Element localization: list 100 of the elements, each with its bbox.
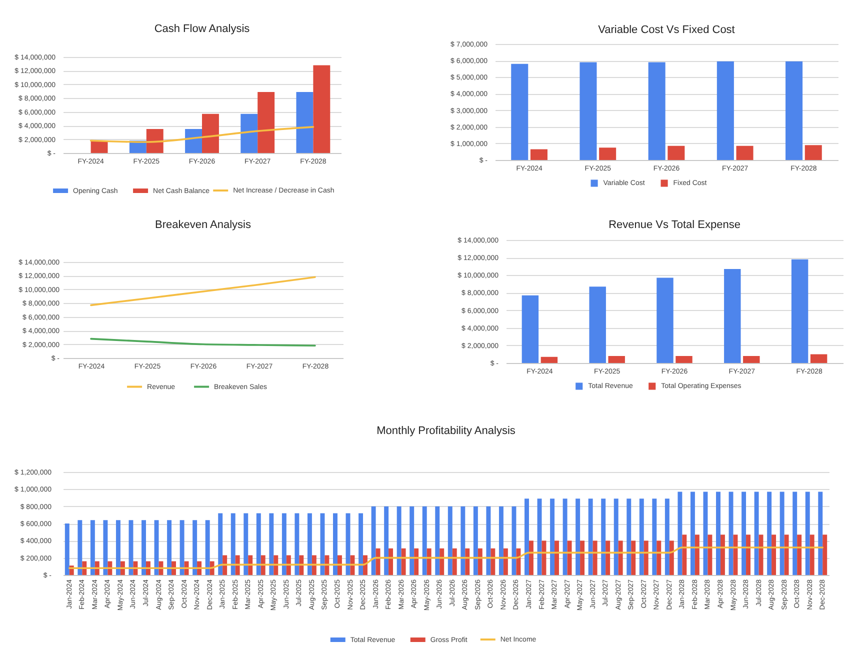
bar <box>592 540 598 575</box>
bar <box>503 548 508 575</box>
bar <box>576 498 580 575</box>
bar <box>422 506 427 575</box>
bar <box>530 149 548 160</box>
bar <box>656 540 662 575</box>
bar <box>669 540 674 575</box>
bar <box>388 548 394 575</box>
bar <box>810 354 828 363</box>
bar <box>608 356 625 363</box>
bar <box>440 548 444 575</box>
bar <box>154 520 159 575</box>
bar <box>473 506 478 575</box>
line-series <box>90 276 316 306</box>
bar <box>235 555 240 575</box>
bar <box>490 548 496 575</box>
chart-title: Revenue Vs Total Expense <box>608 219 740 231</box>
bar <box>312 555 316 575</box>
bar <box>540 356 558 363</box>
bar <box>644 540 648 575</box>
bar <box>626 498 632 575</box>
bar <box>205 520 210 575</box>
bar <box>562 498 568 575</box>
bar <box>371 506 376 575</box>
bar <box>580 540 585 575</box>
bar <box>784 534 789 575</box>
bar <box>772 534 776 575</box>
bar <box>516 548 521 575</box>
bar <box>358 513 364 575</box>
bar <box>716 61 734 160</box>
bar <box>269 513 274 575</box>
bar <box>222 555 228 575</box>
bar <box>286 555 291 575</box>
bar <box>498 506 504 575</box>
bar <box>511 64 528 160</box>
line-series <box>68 546 824 570</box>
bar <box>486 506 491 575</box>
bar <box>410 506 414 575</box>
bar <box>664 498 670 575</box>
bar <box>244 513 248 575</box>
bar <box>192 520 198 575</box>
bar <box>90 520 95 575</box>
bar <box>618 540 623 575</box>
bar <box>792 492 798 575</box>
bar <box>550 498 555 575</box>
bar <box>754 492 759 575</box>
bar <box>240 114 258 153</box>
bar <box>682 534 687 575</box>
bar <box>743 356 760 363</box>
bar <box>588 498 593 575</box>
bar <box>452 548 457 575</box>
bar <box>435 506 440 575</box>
bar <box>742 492 746 575</box>
bar <box>258 92 275 153</box>
bar <box>274 555 278 575</box>
bar <box>554 540 559 575</box>
bar <box>606 540 610 575</box>
bar <box>146 129 164 153</box>
bar <box>767 492 772 575</box>
bar <box>676 356 692 363</box>
bar <box>818 492 823 575</box>
bar <box>376 548 380 575</box>
bar <box>716 492 720 575</box>
bar <box>384 506 389 575</box>
bar <box>465 548 470 575</box>
bar <box>524 498 529 575</box>
bar <box>537 498 542 575</box>
bar <box>294 513 300 575</box>
bar <box>567 540 572 575</box>
bar <box>460 506 466 575</box>
bar <box>780 492 784 575</box>
bar <box>639 498 644 575</box>
bar <box>728 492 734 575</box>
bar <box>167 520 172 575</box>
bar <box>426 548 432 575</box>
bar <box>694 534 700 575</box>
bar <box>448 506 452 575</box>
bar <box>652 498 657 575</box>
bar <box>599 148 616 160</box>
bar <box>128 520 134 575</box>
bar <box>103 520 108 575</box>
chart-title: Variable Cost Vs Fixed Cost <box>598 24 735 36</box>
bar <box>804 145 822 160</box>
bar <box>256 513 261 575</box>
bar <box>324 555 330 575</box>
bar <box>78 520 82 575</box>
bar <box>668 146 685 160</box>
bar <box>396 506 402 575</box>
bar <box>180 520 184 575</box>
bar <box>142 520 146 575</box>
bar <box>522 295 539 363</box>
chart-title: Cash Flow Analysis <box>154 23 250 35</box>
line-series <box>90 338 316 347</box>
chart-title: Monthly Profitability Analysis <box>376 425 516 437</box>
bar <box>810 534 814 575</box>
bar <box>363 555 368 575</box>
bar <box>656 278 674 363</box>
chart-title: Breakeven Analysis <box>155 219 252 231</box>
bar <box>690 492 695 575</box>
bar <box>260 555 266 575</box>
